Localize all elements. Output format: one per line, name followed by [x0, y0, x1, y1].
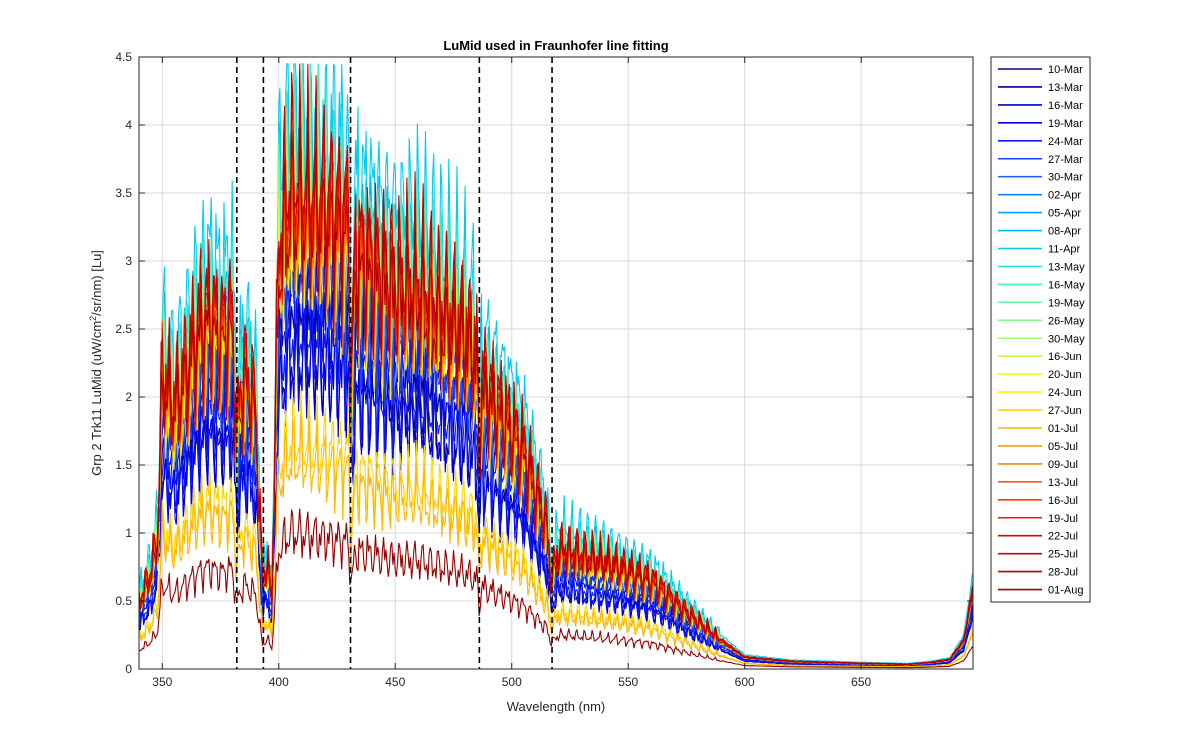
series-line — [138, 127, 974, 666]
legend-entry: 05-Jul — [1048, 441, 1078, 453]
legend-entry: 11-Apr — [1048, 244, 1081, 256]
legend-entry: 05-Apr — [1048, 208, 1081, 220]
legend-entry: 25-Jul — [1048, 549, 1078, 561]
legend-entry: 02-Apr — [1048, 190, 1081, 202]
legend-entry: 19-Jul — [1048, 513, 1078, 525]
y-axis-label-suffix: /sr/nm) [Lu] — [89, 250, 104, 316]
series-line — [138, 63, 974, 665]
legend-entry: 30-Mar — [1048, 172, 1083, 184]
legend-entry: 13-May — [1048, 261, 1085, 273]
legend-entry: 01-Aug — [1048, 585, 1083, 597]
series-line — [138, 508, 974, 669]
y-axis-label: Grp 2 Trk11 LuMid (uW/cm2/sr/nm) [Lu] — [88, 250, 104, 476]
legend-entry: 30-May — [1048, 333, 1085, 345]
legend-box — [990, 56, 1091, 603]
y-tick-label: 0 — [125, 662, 132, 676]
legend-entry: 19-May — [1048, 297, 1085, 309]
y-axis-label-prefix: Grp 2 Trk11 LuMid (uW/cm — [89, 321, 104, 476]
y-tick-label: 4.5 — [115, 50, 132, 64]
legend-entry: 27-Jun — [1048, 405, 1082, 417]
legend-entry: 22-Jul — [1048, 531, 1078, 543]
legend-entry: 28-Jul — [1048, 567, 1078, 579]
legend-entry: 16-May — [1048, 279, 1085, 291]
legend-entry: 16-Jul — [1048, 495, 1078, 507]
legend-entry: 08-Apr — [1048, 226, 1081, 238]
x-tick-label: 550 — [618, 675, 638, 689]
legend: 10-Mar 13-Mar 16-Mar 19-Mar 24-Mar 27-Mar 30-M… — [990, 56, 1091, 603]
legend-entry: 24-Mar — [1048, 136, 1083, 148]
legend-entry: 09-Jul — [1048, 459, 1078, 471]
y-tick-label: 4 — [125, 118, 132, 132]
legend-entry: 16-Mar — [1048, 100, 1083, 112]
x-axis-ticks: 350 400 450 500 550 600 650 — [152, 57, 872, 689]
legend-entry: 19-Mar — [1048, 118, 1083, 130]
y-tick-label: 3 — [125, 254, 132, 268]
y-axis-label-sup: 2 — [88, 316, 98, 321]
y-tick-label: 0.5 — [115, 594, 132, 608]
fraunhofer-lines — [236, 57, 553, 669]
series-line — [138, 414, 974, 668]
y-tick-label: 3.5 — [115, 186, 132, 200]
x-tick-label: 350 — [152, 675, 172, 689]
legend-entry: 16-Jun — [1048, 351, 1082, 363]
y-tick-label: 2 — [125, 390, 132, 404]
legend-entry: 26-May — [1048, 315, 1085, 327]
x-tick-label: 500 — [502, 675, 522, 689]
legend-entry: 24-Jun — [1048, 387, 1082, 399]
legend-entry: 01-Jul — [1048, 423, 1078, 435]
legend-entry: 13-Mar — [1048, 82, 1083, 94]
legend-entry: 27-Mar — [1048, 154, 1083, 166]
y-tick-label: 1.5 — [115, 458, 132, 472]
y-axis-ticks: 0 0.5 1 1.5 2 2.5 3 3.5 4 4.5 — [115, 50, 973, 676]
x-axis-label: Wavelength (nm) — [507, 699, 606, 714]
chart-title: LuMid used in Fraunhofer line fitting — [443, 38, 668, 53]
legend-entry: 13-Jul — [1048, 477, 1078, 489]
series-layer — [138, 63, 974, 669]
legend-entry: 10-Mar — [1048, 64, 1083, 76]
legend-entry: 20-Jun — [1048, 369, 1082, 381]
series-line — [138, 257, 974, 667]
x-tick-label: 400 — [269, 675, 289, 689]
x-tick-label: 600 — [735, 675, 755, 689]
x-tick-label: 450 — [385, 675, 405, 689]
y-tick-label: 2.5 — [115, 322, 132, 336]
x-tick-label: 650 — [851, 675, 871, 689]
plot-frame — [138, 56, 974, 670]
y-tick-label: 1 — [125, 526, 132, 540]
